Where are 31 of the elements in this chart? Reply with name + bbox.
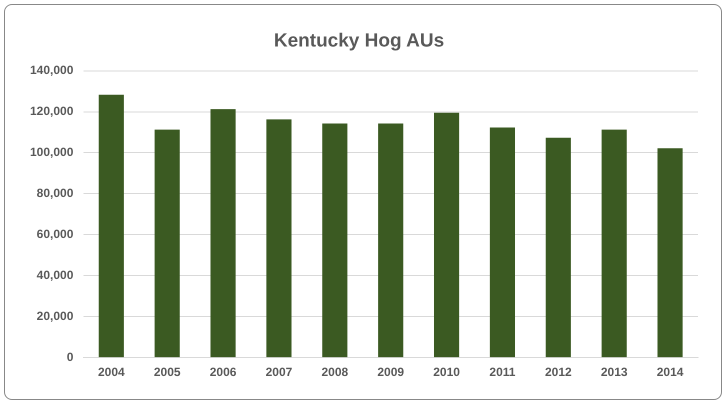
x-tick-label: 2013 (600, 365, 628, 380)
bar (434, 112, 460, 358)
x-tick-label: 2010 (433, 365, 460, 380)
y-tick-label: 120,000 (30, 104, 74, 118)
x-tick-label: 2008 (321, 365, 348, 380)
x-tick-label: 2012 (544, 365, 572, 380)
x-tick-label: 2004 (98, 365, 125, 380)
bar (546, 138, 571, 358)
y-tick-label: 100,000 (30, 145, 74, 160)
x-tick-label: 2006 (210, 365, 237, 380)
chart-title: Kentucky Hog AUs (274, 30, 444, 52)
bar (322, 123, 348, 358)
x-tick-label: 2007 (266, 365, 293, 380)
bar (490, 128, 516, 358)
y-tick-label: 80,000 (36, 186, 74, 200)
y-tick-label: 60,000 (36, 227, 74, 241)
bar (657, 148, 683, 358)
x-tick-label: 2009 (377, 365, 404, 380)
y-tick-label: 0 (66, 350, 74, 364)
bar (154, 130, 180, 358)
x-tick-label: 2005 (154, 365, 181, 380)
bar (602, 130, 627, 358)
x-tick-label: 2014 (656, 365, 684, 380)
y-tick-label: 20,000 (36, 308, 74, 323)
y-tick-label: 40,000 (36, 268, 74, 282)
bar (210, 109, 236, 358)
bar (378, 123, 404, 358)
bar (266, 119, 292, 358)
y-tick-label: 140,000 (30, 63, 74, 78)
x-tick-label: 2011 (489, 365, 516, 380)
bar (98, 94, 124, 358)
